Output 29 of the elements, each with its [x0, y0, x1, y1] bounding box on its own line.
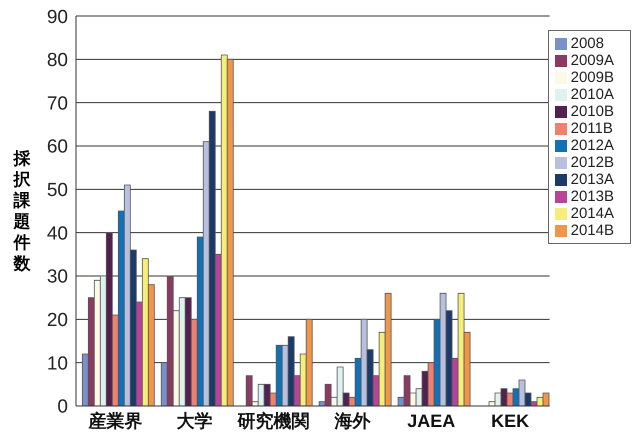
legend-label: 2012A — [570, 137, 614, 154]
legend-label: 2013B — [570, 188, 614, 205]
x-tick-label: 産業界 — [87, 410, 142, 431]
y-tick-label: 0 — [57, 396, 68, 418]
legend-label: 2014A — [570, 205, 614, 222]
y-tick-label: 60 — [46, 136, 68, 158]
y-tick-label: 40 — [46, 223, 68, 244]
x-tick-label: 研究機関 — [236, 410, 310, 431]
legend-label: 2014B — [570, 222, 614, 239]
x-tick-label: 大学 — [175, 410, 212, 431]
y-tick-label: 30 — [46, 266, 68, 288]
y-tick-label: 20 — [46, 310, 68, 332]
y-tick-label: 90 — [46, 6, 68, 28]
legend-label: 2008 — [570, 35, 604, 52]
legend-label: 2011B — [570, 120, 613, 137]
x-tick-label: KEK — [491, 410, 530, 431]
x-tick-label: JAEA — [407, 410, 456, 431]
y-tick-label: 80 — [46, 50, 68, 72]
legend-label: 2013A — [570, 171, 614, 188]
y-tick-label: 50 — [46, 180, 68, 202]
legend-label: 2009A — [570, 52, 614, 69]
legend-label: 2010A — [570, 86, 614, 103]
y-axis-title: 採択課題件数 — [12, 148, 32, 274]
y-tick-label: 10 — [46, 353, 68, 374]
y-tick-label: 70 — [46, 93, 68, 114]
legend-label: 2012B — [570, 154, 614, 171]
legend-label: 2010B — [570, 103, 614, 120]
x-tick-label: 海外 — [333, 410, 372, 431]
legend-label: 2009B — [570, 69, 614, 86]
